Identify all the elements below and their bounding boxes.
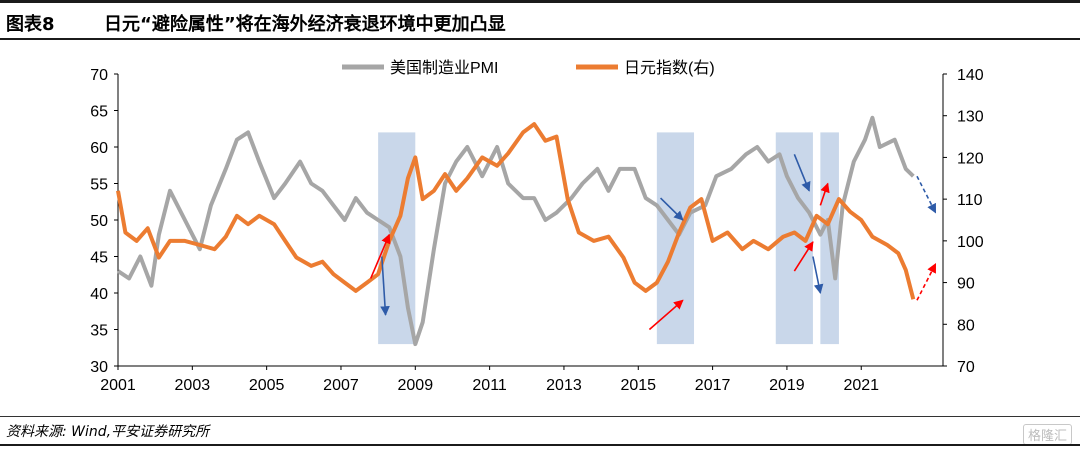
bottom-rule xyxy=(0,444,1080,446)
red-arrow-annotation xyxy=(793,241,814,272)
series-line-jpy xyxy=(116,122,916,300)
left-tick-label: 50 xyxy=(90,213,108,230)
top-rule xyxy=(0,0,1080,3)
x-tick-label: 2011 xyxy=(472,377,507,394)
x-tick-label: 2013 xyxy=(546,377,582,394)
line-chart: 70 65 60 55 50 45 40 35 30 140 130 120 110 100 90 80 70 2… xyxy=(90,59,984,394)
watermark-logo: 格隆汇 xyxy=(1022,424,1072,445)
right-tick-label: 140 xyxy=(957,67,984,84)
red-arrow-annotation xyxy=(916,262,937,301)
blue-arrow-annotation xyxy=(660,197,684,221)
annotation-arrows xyxy=(369,153,937,331)
blue-arrow-annotation xyxy=(380,256,390,316)
legend-label-jpy: 日元指数(右) xyxy=(624,59,715,77)
left-tick-label: 35 xyxy=(90,323,108,340)
left-tick-label: 65 xyxy=(90,104,108,121)
source-rule xyxy=(0,416,1080,417)
x-tick-label: 2017 xyxy=(695,377,731,394)
red-arrow-annotation xyxy=(648,299,684,331)
figure-title: 日元“避险属性”将在海外经济衰退环境中更加凸显 xyxy=(104,14,506,35)
left-tick-label: 70 xyxy=(90,67,108,84)
right-tick-label: 110 xyxy=(957,192,983,209)
x-tick-label: 2007 xyxy=(323,377,359,394)
source-note: 资料来源: Wind,平安证券研究所 xyxy=(6,424,210,440)
red-arrow-annotation xyxy=(369,233,391,279)
right-tick-label: 120 xyxy=(957,150,984,167)
red-arrow-annotation xyxy=(819,182,830,206)
left-tick-label: 55 xyxy=(90,177,108,194)
x-tick-label: 2003 xyxy=(175,377,211,394)
right-tick-label: 100 xyxy=(957,234,984,251)
x-tick-label: 2015 xyxy=(620,377,656,394)
left-tick-label: 40 xyxy=(90,286,108,303)
x-tick-label: 2021 xyxy=(843,377,879,394)
series-lines xyxy=(116,115,916,347)
x-tick-label: 2001 xyxy=(100,377,136,394)
legend-label-pmi: 美国制造业PMI xyxy=(390,59,498,77)
left-tick-label: 60 xyxy=(90,140,108,157)
x-tick-label: 2005 xyxy=(249,377,285,394)
blue-arrow-annotation xyxy=(916,175,937,214)
figure-header: 图表8 日元“避险属性”将在海外经济衰退环境中更加凸显 xyxy=(0,8,1080,36)
blue-arrow-annotation xyxy=(812,256,824,294)
x-tick-label: 2009 xyxy=(398,377,434,394)
right-tick-label: 70 xyxy=(957,359,975,376)
x-tick-label: 2019 xyxy=(769,377,805,394)
right-tick-label: 90 xyxy=(957,276,975,293)
figure-label: 图表8 xyxy=(6,14,55,35)
series-line-pmi xyxy=(116,115,915,347)
header-rule xyxy=(0,38,1080,40)
right-tick-label: 130 xyxy=(957,109,984,126)
blue-arrow-annotation xyxy=(793,153,811,192)
left-tick-label: 45 xyxy=(90,250,108,267)
right-tick-label: 80 xyxy=(957,317,975,334)
legend: 美国制造业PMI 日元指数(右) xyxy=(342,59,715,77)
left-tick-label: 30 xyxy=(90,359,108,376)
axes: 70 65 60 55 50 45 40 35 30 140 130 120 110 100 90 80 70 2… xyxy=(90,67,984,394)
